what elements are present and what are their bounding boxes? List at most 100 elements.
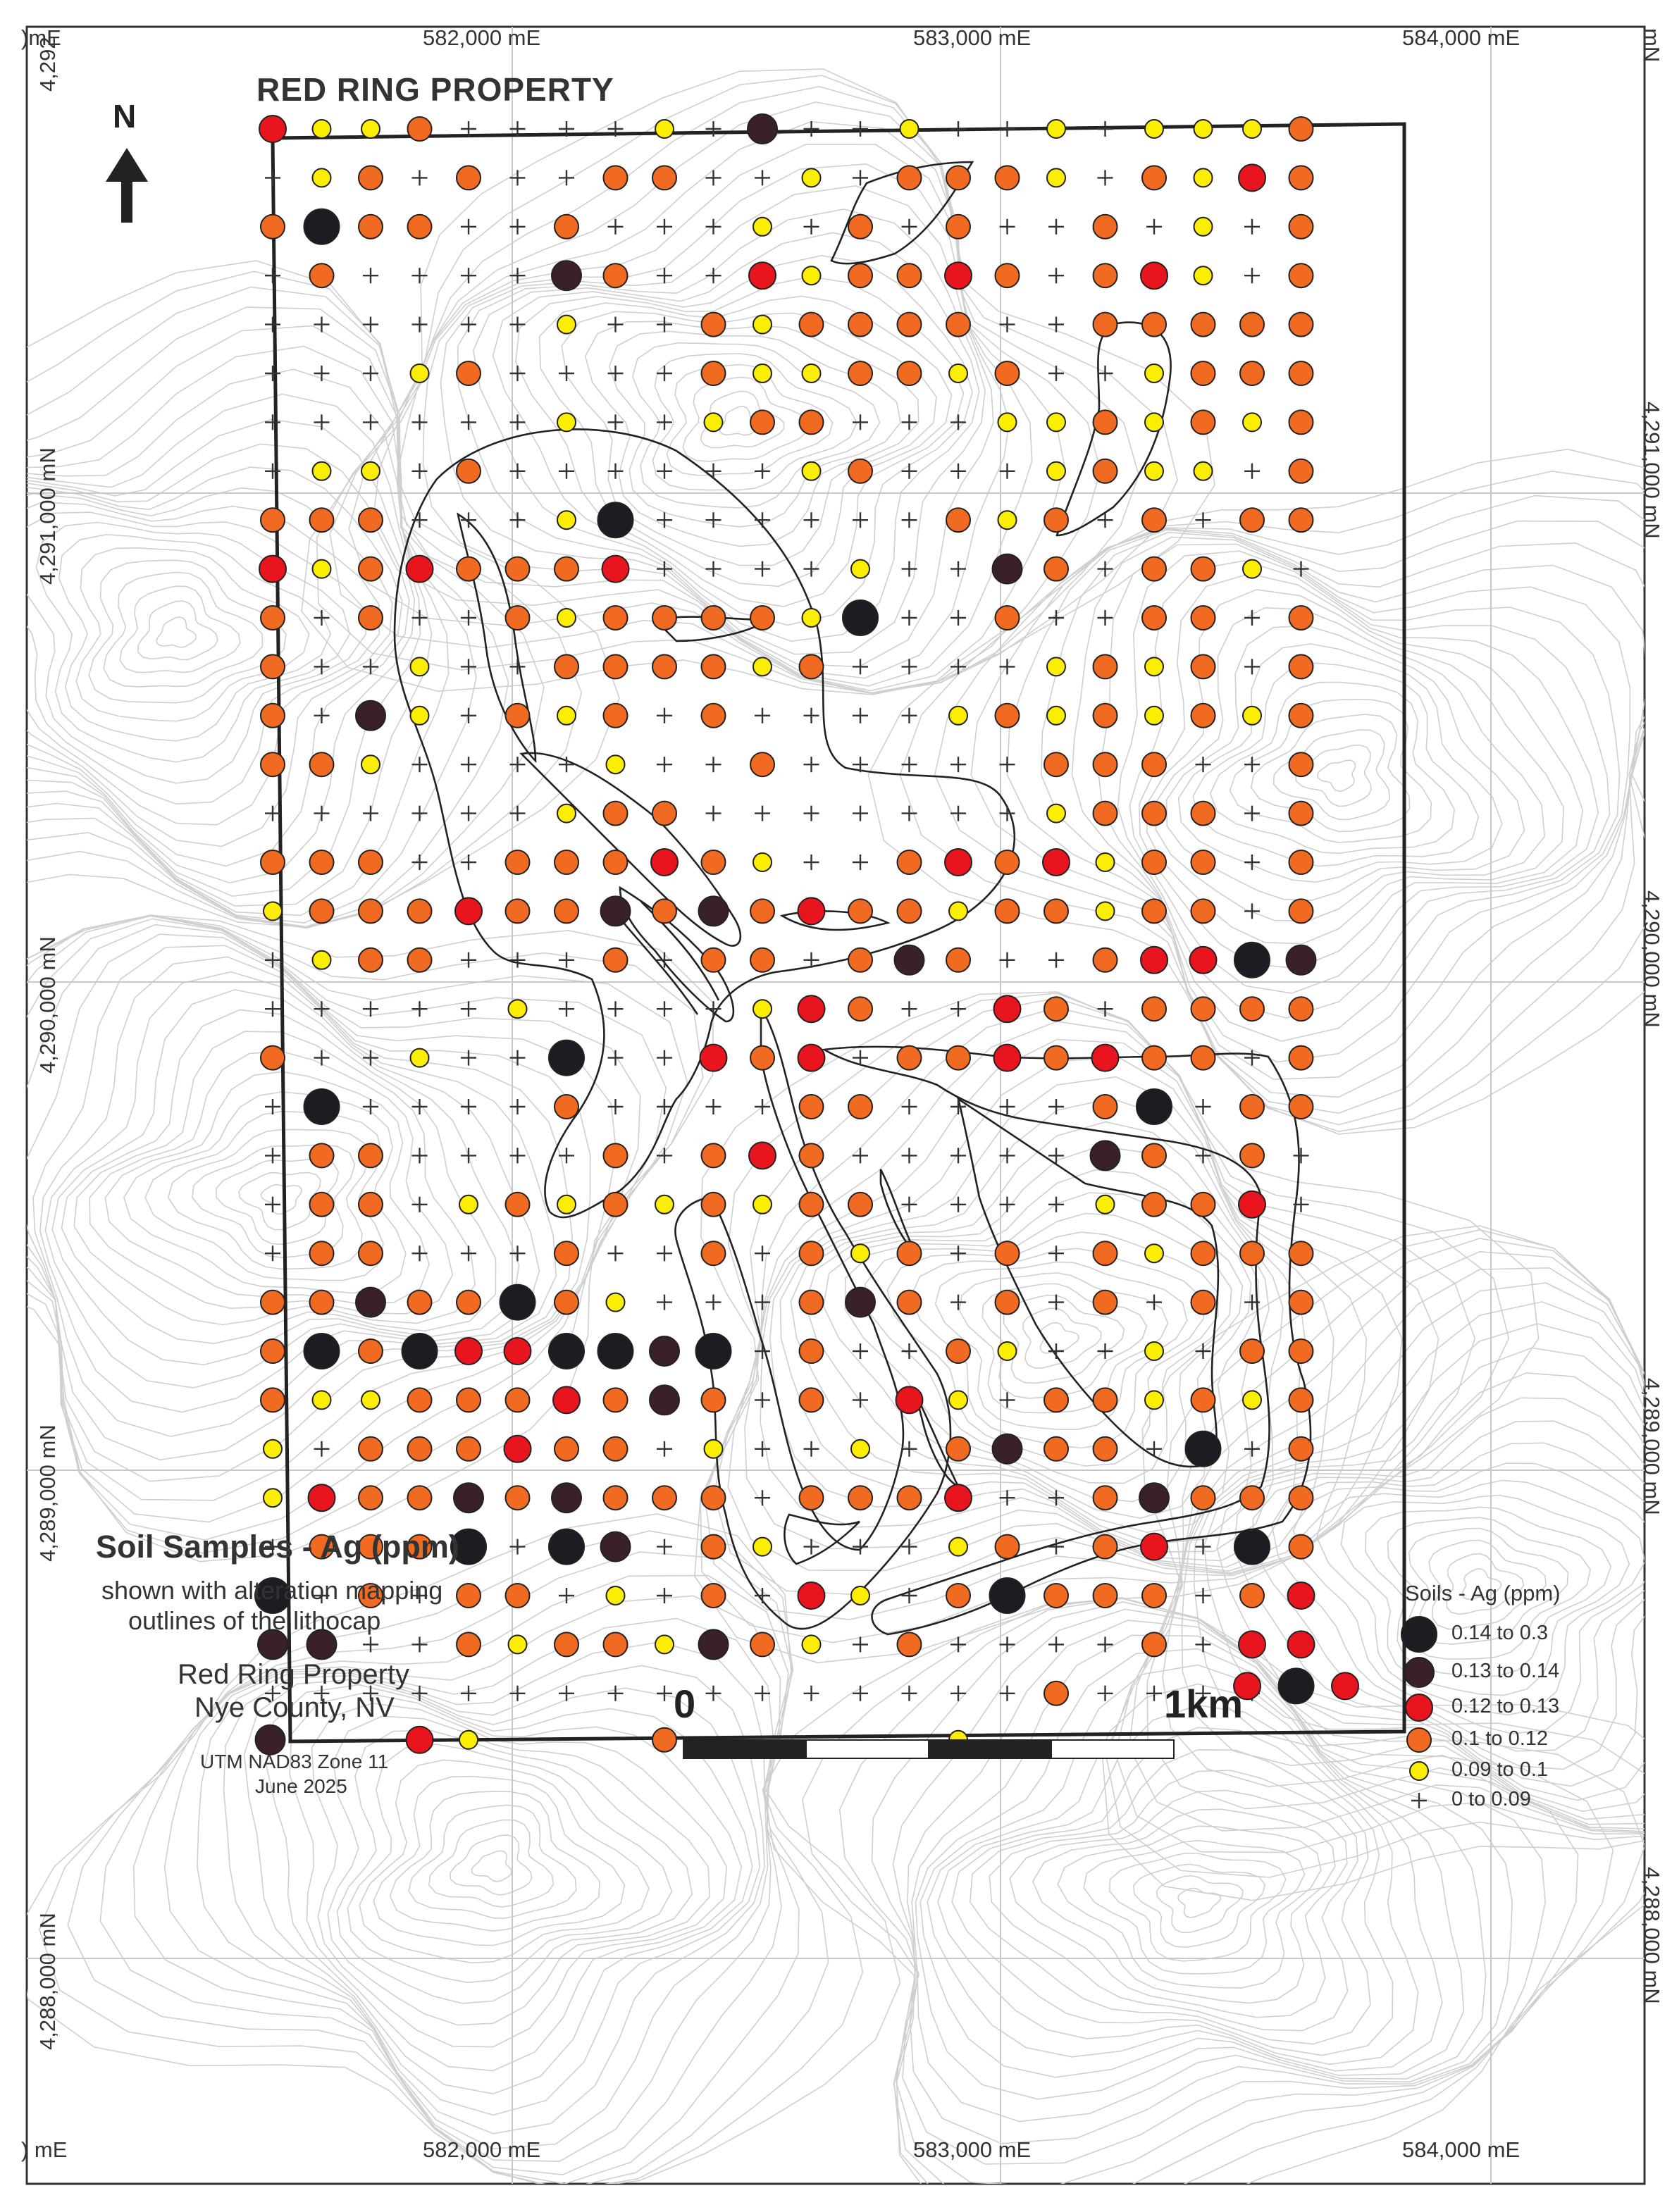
sample-point-red	[748, 1141, 776, 1170]
contour-line	[666, 364, 834, 476]
sample-point-red	[601, 554, 630, 583]
sample-point-cross	[999, 1148, 1015, 1164]
sample-point-cross	[509, 1685, 526, 1701]
sample-point-cross	[803, 855, 819, 870]
sample-point-red	[1287, 1582, 1315, 1610]
sample-point-yellow	[263, 901, 283, 921]
sample-point-orange	[602, 1191, 628, 1217]
sample-point-orange	[602, 263, 628, 289]
sample-point-cross	[657, 463, 672, 479]
contour-line	[801, 1597, 1645, 2184]
sample-point-cross	[411, 268, 428, 284]
sample-point-orange	[1288, 1485, 1314, 1511]
sample-point-cross	[559, 121, 574, 137]
sample-point-cross	[1048, 218, 1064, 235]
contour-line	[51, 989, 520, 1366]
info-date: June 2025	[255, 1775, 347, 1797]
sample-point-yellow	[311, 168, 332, 188]
contour-line	[1032, 1808, 1336, 2004]
contour-line	[1156, 1875, 1244, 1934]
sample-point-cross	[411, 610, 428, 626]
left-northing-4288000: 4,288,000 mN	[35, 1913, 60, 2050]
sample-point-orange	[407, 1534, 433, 1560]
sample-point-yellow	[311, 461, 332, 481]
contour-line	[73, 1031, 476, 1326]
sample-point-cross	[999, 805, 1015, 821]
sample-point-orange	[1092, 1387, 1118, 1413]
contour-line	[822, 1169, 1252, 1520]
sample-point-darkred	[355, 700, 386, 731]
sample-point-darkred	[698, 895, 729, 927]
sample-point-black	[1136, 1088, 1172, 1125]
legend-symbol-class-3	[1405, 1694, 1433, 1722]
sample-point-cross	[509, 463, 526, 479]
contour-line	[915, 1648, 1487, 2100]
sample-point-orange	[1190, 898, 1216, 924]
contour-line	[682, 376, 809, 462]
contour-line	[515, 276, 965, 607]
contour-line	[886, 1231, 1219, 1467]
sample-point-orange	[652, 800, 677, 826]
contour-line	[652, 353, 857, 491]
sample-point-orange	[848, 1485, 873, 1511]
sample-point-darkred	[1089, 1140, 1121, 1172]
sample-point-cross	[901, 1099, 917, 1114]
sample-point-yellow	[557, 314, 576, 335]
sample-point-red	[259, 554, 287, 583]
sample-point-cross	[853, 1050, 868, 1066]
sample-point-yellow	[1095, 1194, 1115, 1214]
sample-point-orange	[1239, 361, 1265, 386]
contour-line	[311, 1702, 728, 2048]
sample-point-cross	[1048, 1539, 1064, 1555]
sample-point-cross	[755, 1588, 770, 1603]
sample-point-orange	[1190, 605, 1216, 630]
sample-point-yellow	[557, 608, 576, 628]
sample-point-orange	[260, 605, 285, 630]
sample-point-orange	[554, 213, 579, 240]
sample-point-orange	[554, 1094, 579, 1119]
sample-point-cross	[363, 1099, 378, 1114]
sample-point-cross	[901, 1441, 917, 1457]
sample-point-orange	[896, 311, 922, 337]
sample-point-orange	[798, 1143, 824, 1169]
sample-point-cross	[607, 1245, 624, 1262]
contour-line	[1340, 1494, 1630, 1696]
sample-point-orange	[1239, 1094, 1265, 1119]
bottom-easting-582000: 582,000 mE	[423, 2137, 541, 2162]
lithocap-outline-inner-3	[619, 886, 735, 1023]
sample-point-cross	[1048, 366, 1064, 381]
sample-point-orange	[896, 1045, 922, 1071]
sample-point-yellow	[850, 1586, 870, 1605]
sample-point-orange	[602, 1485, 628, 1511]
sample-point-orange	[1092, 213, 1118, 240]
sample-point-cross	[509, 218, 526, 235]
sample-point-cross	[265, 805, 280, 821]
sample-point-red	[1140, 945, 1168, 974]
sample-point-cross	[755, 1294, 770, 1310]
sample-point-orange	[700, 850, 726, 875]
contour-line	[58, 533, 332, 742]
sample-point-orange	[798, 409, 824, 435]
sample-point-orange	[1288, 1338, 1314, 1364]
sample-point-cross	[461, 121, 476, 137]
sample-point-cross	[509, 757, 526, 773]
north-label: N	[113, 98, 137, 135]
sample-point-cross	[607, 1685, 624, 1701]
sample-point-cross	[1048, 610, 1064, 626]
contour-line	[790, 1121, 1270, 1545]
contour-line	[1461, 1567, 1502, 1601]
sample-point-yellow	[801, 266, 822, 286]
sample-point-cross	[1244, 268, 1260, 284]
sample-point-cross	[1195, 1685, 1211, 1701]
contour-line	[156, 616, 197, 648]
legend-title: Soils - Ag (ppm)	[1405, 1581, 1561, 1605]
sample-point-orange	[1288, 263, 1314, 289]
contour-line	[871, 1601, 1614, 2184]
sample-point-orange	[358, 1241, 383, 1267]
sample-point-orange	[358, 213, 383, 240]
contour-line	[927, 1683, 1443, 2072]
contour-line	[132, 1595, 782, 2175]
sample-point-cross	[705, 512, 722, 528]
sample-point-orange	[1044, 1045, 1069, 1071]
sample-point-cross	[853, 757, 868, 773]
